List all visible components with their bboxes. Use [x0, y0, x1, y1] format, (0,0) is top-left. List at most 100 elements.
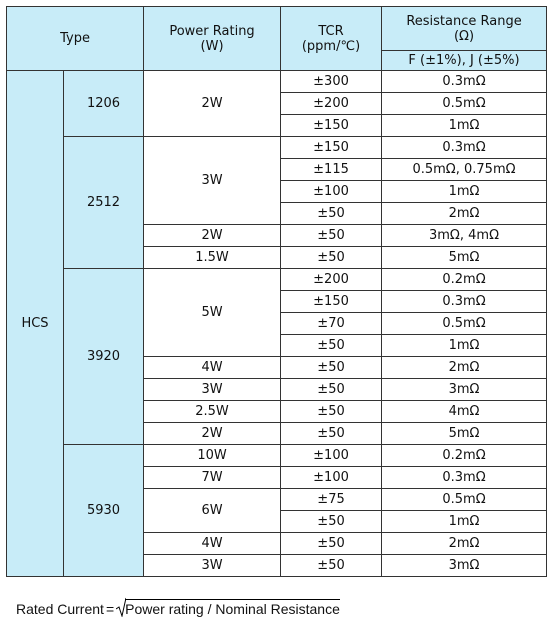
power-cell: 1.5W — [143, 246, 282, 269]
header-row: Type Power Rating (W) TCR (ppm/℃) Resistan… — [5, 6, 548, 71]
formula-rhs: Power rating / Nominal Resistance — [125, 599, 340, 617]
size-cell: 2512 — [62, 136, 145, 269]
table-row: 3920 5W ±200 0.2mΩ — [7, 268, 548, 445]
tcr-cell: ±75 — [280, 488, 383, 511]
range-header: Resistance Range (Ω) — [381, 6, 548, 51]
tcr-cell: ±300 — [280, 70, 383, 93]
range-cell: 1mΩ — [381, 510, 548, 533]
range-cell: 5mΩ — [381, 422, 548, 445]
power-cell: 6W — [143, 488, 282, 533]
formula-lhs: Rated Current — [16, 601, 104, 617]
table-row: 5930 10W ±100 0.2mΩ — [7, 444, 548, 577]
tcr-cell: ±100 — [280, 444, 383, 467]
power-header: Power Rating (W) — [143, 6, 282, 71]
tcr-cell: ±50 — [280, 510, 383, 533]
range-cell: 3mΩ — [381, 554, 548, 577]
range-cell: 0.2mΩ — [381, 268, 548, 291]
range-cell: 3mΩ — [381, 378, 548, 401]
table-row: 1.5W ±50 5mΩ — [7, 246, 548, 269]
table-header: Type Power Rating (W) TCR (ppm/℃) Resistan… — [5, 6, 548, 71]
tcr-cell: ±70 — [280, 312, 383, 335]
power-cell: 2W — [143, 422, 282, 445]
table-row: 3W ±50 3mΩ — [7, 554, 548, 577]
header-line: Power Rating — [169, 23, 255, 39]
range-cell: 2mΩ — [381, 532, 548, 555]
sqrt-sign — [116, 597, 127, 617]
header-line: TCR — [318, 23, 344, 39]
tcr-cell: ±100 — [280, 466, 383, 489]
table-row: 3W ±50 3mΩ — [7, 378, 548, 401]
table-row: HCS 1206 2W ±300 0.3mΩ — [6, 70, 548, 577]
header-line: (W) — [200, 38, 224, 54]
table-row: ±150 0.3mΩ — [7, 290, 548, 313]
table-row: ±50 1mΩ — [7, 334, 548, 357]
table-row: 2512 3W ±150 0.3mΩ — [7, 136, 548, 269]
power-cell: 2W — [143, 70, 282, 137]
range-cell: 5mΩ — [381, 246, 548, 269]
tcr-cell: ±150 — [280, 114, 383, 137]
tcr-cell: ±150 — [280, 136, 383, 159]
range-cell: 1mΩ — [381, 114, 548, 137]
size-cell: 1206 — [62, 70, 145, 137]
tcr-cell: ±200 — [280, 92, 383, 115]
formula-operator: = — [105, 601, 115, 617]
tcr-cell: ±115 — [280, 158, 383, 181]
tolerance-header: F (±1%), J (±5%) — [381, 50, 548, 71]
range-cell: 2mΩ — [381, 202, 548, 225]
power-cell: 4W — [143, 356, 282, 379]
tcr-cell: ±100 — [280, 180, 383, 203]
range-cell: 0.3mΩ — [381, 290, 548, 313]
range-cell: 0.3mΩ — [381, 466, 548, 489]
size-cell: 3920 — [62, 268, 145, 445]
tcr-cell: ±50 — [280, 532, 383, 555]
spec-table: Type Power Rating (W) TCR (ppm/℃) Resistan… — [5, 6, 548, 577]
power-cell: 10W — [143, 444, 282, 467]
header-line: (Ω) — [453, 28, 475, 44]
tcr-cell: ±50 — [280, 356, 383, 379]
range-cell: 2mΩ — [381, 356, 548, 379]
table-row: ±100 1mΩ — [7, 180, 548, 203]
tcr-cell: ±50 — [280, 246, 383, 269]
formula: Rated Current = Power rating / Nominal R… — [16, 597, 340, 617]
tcr-cell: ±200 — [280, 268, 383, 291]
tcr-cell: ±50 — [280, 554, 383, 577]
table-row: ±200 0.5mΩ — [7, 92, 548, 115]
table-row: ±50 2mΩ — [7, 202, 548, 225]
range-cell: 1mΩ — [381, 180, 548, 203]
power-cell: 5W — [143, 268, 282, 357]
tcr-cell: ±50 — [280, 400, 383, 423]
header-line: (ppm/℃) — [301, 38, 361, 54]
range-cell: 0.5mΩ — [381, 312, 548, 335]
range-cell: 0.5mΩ, 0.75mΩ — [381, 158, 548, 181]
tcr-cell: ±50 — [280, 202, 383, 225]
table-row: 7W ±100 0.3mΩ — [7, 466, 548, 489]
table-body: HCS 1206 2W ±300 0.3mΩ ±200 0.5mΩ ±150 1mΩ 2512 3W… — [6, 70, 548, 577]
series-cell: HCS — [6, 70, 64, 577]
tcr-cell: ±50 — [280, 422, 383, 445]
power-cell: 7W — [143, 466, 282, 489]
tcr-cell: ±50 — [280, 224, 383, 247]
power-cell: 3W — [143, 554, 282, 577]
range-cell: 0.3mΩ — [381, 136, 548, 159]
table-row: ±70 0.5mΩ — [7, 312, 548, 335]
tcr-cell: ±150 — [280, 290, 383, 313]
power-cell: 2W — [143, 224, 282, 247]
range-cell: 0.3mΩ — [381, 70, 548, 93]
table-row: 2W ±50 5mΩ — [7, 422, 548, 445]
power-cell: 2.5W — [143, 400, 282, 423]
tcr-header: TCR (ppm/℃) — [280, 6, 383, 71]
tcr-cell: ±50 — [280, 334, 383, 357]
power-cell: 3W — [143, 378, 282, 401]
power-cell: 3W — [143, 136, 282, 225]
table-row: 4W ±50 2mΩ — [7, 532, 548, 555]
range-cell: 0.2mΩ — [381, 444, 548, 467]
range-cell: 1mΩ — [381, 334, 548, 357]
header-row: F (±1%), J (±5%) — [7, 50, 548, 71]
range-cell: 3mΩ, 4mΩ — [381, 224, 548, 247]
type-header: Type — [5, 6, 145, 71]
table-row: 2W ±50 3mΩ, 4mΩ — [7, 224, 548, 247]
range-cell: 4mΩ — [381, 400, 548, 423]
tcr-cell: ±50 — [280, 378, 383, 401]
